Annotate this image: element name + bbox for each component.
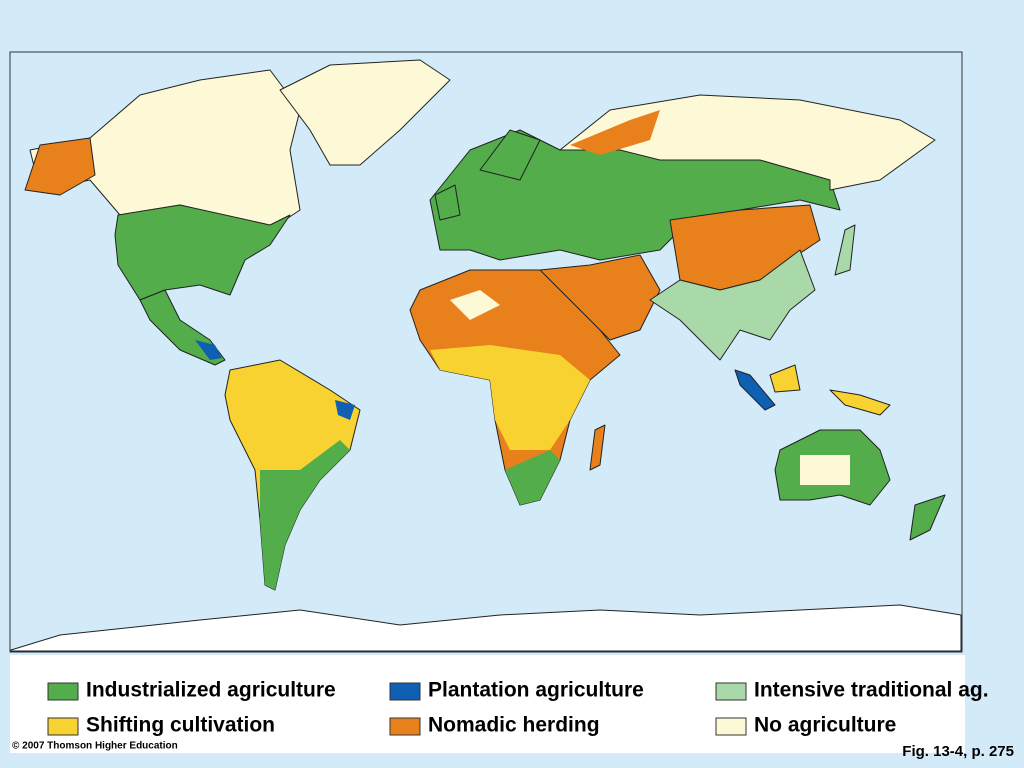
new-zealand <box>909 494 946 541</box>
legend-swatch <box>715 682 747 701</box>
antarctica <box>10 604 962 652</box>
australia-desert <box>800 455 850 485</box>
new-guinea <box>829 389 891 416</box>
legend-swatch <box>47 717 79 736</box>
britain <box>434 184 461 221</box>
canada <box>29 69 301 231</box>
sumatra <box>734 369 776 411</box>
legend-panel <box>10 655 965 753</box>
legend-swatch <box>389 717 421 736</box>
plantation-region <box>335 400 355 420</box>
middle-east <box>539 254 661 341</box>
legend-label: Intensive traditional ag. <box>754 679 989 702</box>
legend-label: Industrialized agriculture <box>86 679 336 702</box>
europe-russia <box>429 129 841 261</box>
japan <box>834 224 856 276</box>
borneo <box>769 364 801 393</box>
scandinavia <box>479 129 541 181</box>
figure-caption: Fig. 13-4, p. 275 <box>902 743 1014 760</box>
copyright: © 2007 Thomson Higher Education <box>12 741 178 752</box>
world-map <box>9 51 963 653</box>
africa-south <box>505 450 560 505</box>
greenland <box>279 59 451 166</box>
legend-swatch <box>47 682 79 701</box>
legend-label: Nomadic herding <box>428 714 600 737</box>
legend: Industrialized agriculture Plantation agr… <box>47 679 989 737</box>
alaska <box>24 137 96 196</box>
legend-label: No agriculture <box>754 714 896 737</box>
usa <box>114 204 291 301</box>
madagascar <box>589 424 606 471</box>
south-east-asia <box>649 249 816 361</box>
plantation-region <box>195 340 222 360</box>
legend-label: Shifting cultivation <box>86 714 275 737</box>
legend-swatch <box>715 717 747 736</box>
south-america-south <box>260 440 350 590</box>
legend-label: Plantation agriculture <box>428 679 644 702</box>
tundra-herding <box>570 110 660 155</box>
africa-central <box>430 345 590 450</box>
sahara-desert <box>450 290 500 320</box>
legend-swatch <box>389 682 421 701</box>
